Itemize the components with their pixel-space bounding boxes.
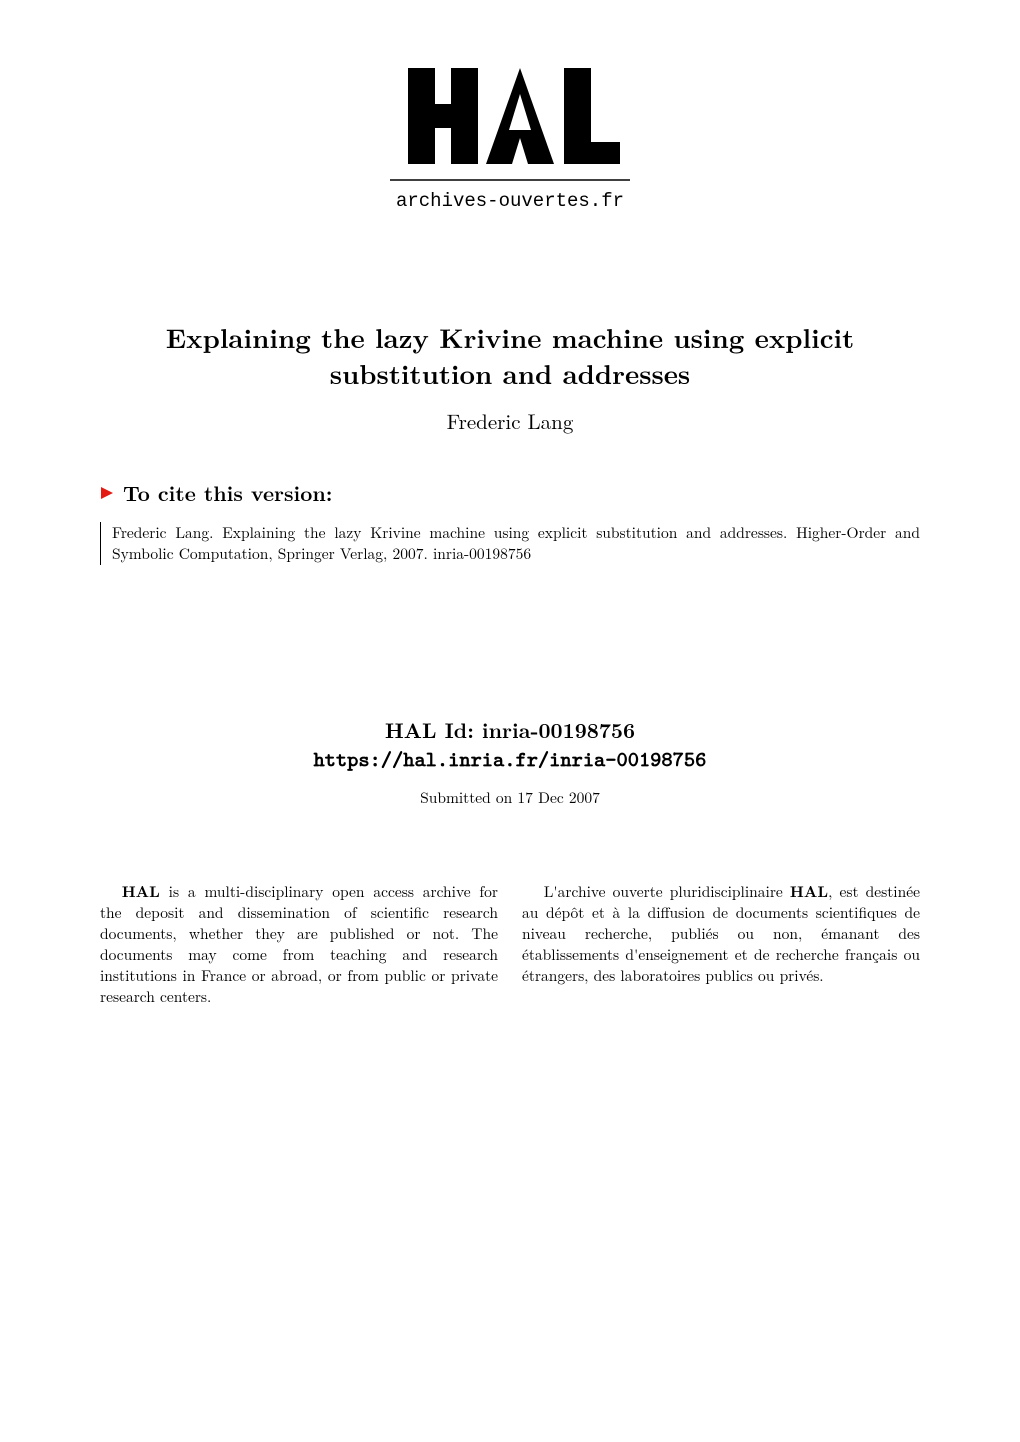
logo-block: archives-ouvertes.fr: [100, 60, 920, 223]
author-name: Frederic Lang: [100, 406, 920, 436]
column-left-rest: is a multi-disciplinary open access arch…: [100, 881, 498, 1007]
abstract-columns: HAL is a multi-disciplinary open access …: [100, 880, 920, 1007]
hal-bold-left: HAL: [122, 879, 160, 902]
hal-bold-right: HAL: [790, 879, 828, 902]
title-block: Explaining the lazy Krivine machine usin…: [100, 319, 920, 436]
logo-subtext: archives-ouvertes.fr: [396, 190, 624, 212]
column-right-text: L'archive ouverte pluridisciplinaire HAL…: [522, 880, 920, 986]
column-right: L'archive ouverte pluridisciplinaire HAL…: [522, 880, 920, 1007]
column-left-text: HAL is a multi-disciplinary open access …: [100, 880, 498, 1007]
hal-logo-icon: archives-ouvertes.fr: [390, 60, 630, 218]
triangle-marker-icon: [100, 486, 114, 500]
title-line-1: Explaining the lazy Krivine machine usin…: [166, 317, 854, 356]
hal-id-block: HAL Id: inria-00198756 https://hal.inria…: [100, 715, 920, 773]
page-root: archives-ouvertes.fr Explaining the lazy…: [0, 0, 1020, 1442]
cite-heading-row: To cite this version:: [100, 478, 920, 508]
title-line-2: substitution and addresses: [330, 353, 690, 392]
hal-id-label: HAL Id: inria-00198756: [100, 715, 920, 745]
cite-heading: To cite this version:: [123, 478, 332, 508]
submitted-date: Submitted on 17 Dec 2007: [100, 787, 920, 808]
hal-url: https://hal.inria.fr/inria-00198756: [100, 745, 920, 773]
column-left: HAL is a multi-disciplinary open access …: [100, 880, 498, 1007]
paper-title: Explaining the lazy Krivine machine usin…: [100, 319, 920, 392]
cite-body: Frederic Lang. Explaining the lazy Krivi…: [100, 522, 920, 565]
cite-block: To cite this version: Frederic Lang. Exp…: [100, 478, 920, 565]
